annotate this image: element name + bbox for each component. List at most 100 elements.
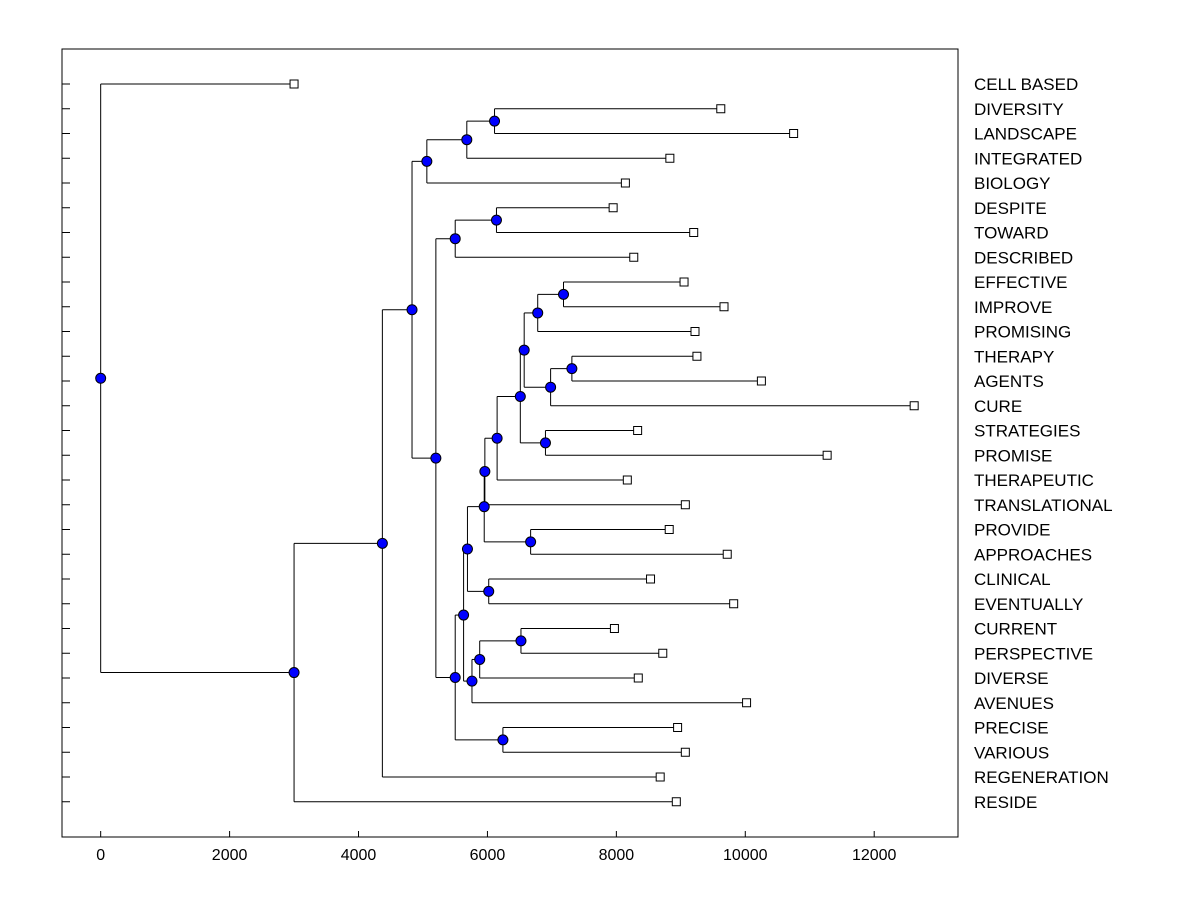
leaf-label: DESPITE (974, 199, 1047, 218)
merge-node-marker (458, 609, 470, 621)
leaf-label: PROVIDE (974, 521, 1051, 540)
merge-node-marker (461, 134, 473, 146)
leaf-label: TRANSLATIONAL (974, 496, 1113, 515)
merge-node-marker (478, 501, 490, 513)
merge-node-marker (288, 667, 300, 679)
leaf-marker (909, 401, 919, 411)
leaf-marker (622, 475, 632, 485)
leaf-marker (692, 351, 702, 361)
leaf-label: PRECISE (974, 719, 1049, 738)
merge-node-marker (376, 537, 388, 549)
leaf-label: EVENTUALLY (974, 595, 1083, 614)
leaf-marker (722, 549, 732, 559)
x-axis-tick-label: 8000 (599, 847, 635, 864)
leaf-label: AGENTS (974, 372, 1044, 391)
leaf-marker (633, 673, 643, 683)
x-axis-tick-label: 4000 (341, 847, 377, 864)
leaf-marker (658, 648, 668, 658)
leaf-label: TOWARD (974, 224, 1049, 243)
leaf-label: CLINICAL (974, 570, 1051, 589)
merge-node-marker (449, 233, 461, 245)
merge-node-marker (545, 381, 557, 393)
leaf-marker (655, 772, 665, 782)
leaf-marker (822, 450, 832, 460)
leaf-marker (756, 376, 766, 386)
leaf-marker (690, 327, 700, 336)
leaf-marker (633, 426, 643, 435)
leaf-marker (716, 104, 726, 114)
leaf-label: VARIOUS (974, 743, 1049, 762)
x-axis-tick-label: 6000 (470, 847, 506, 864)
leaf-label: BIOLOGY (974, 174, 1051, 193)
merge-node-marker (518, 344, 530, 356)
merge-node-marker (532, 307, 544, 319)
leaf-label: PROMISE (974, 446, 1052, 465)
leaf-marker (679, 277, 689, 287)
leaf-marker (719, 302, 729, 312)
leaf-label: DIVERSE (974, 669, 1049, 688)
leaf-marker (665, 153, 675, 163)
merge-node-marker (449, 671, 461, 683)
merge-node-marker (474, 653, 486, 665)
merge-node-marker (421, 155, 433, 167)
x-axis-tick-label: 10000 (723, 847, 768, 864)
leaf-marker (609, 624, 619, 633)
leaf-label: PERSPECTIVE (974, 644, 1093, 663)
leaf-label: RESIDE (974, 793, 1037, 812)
merge-node-marker (461, 543, 473, 555)
leaf-label: THERAPEUTIC (974, 471, 1094, 490)
leaf-marker (608, 203, 618, 213)
leaf-label: INTEGRATED (974, 149, 1082, 168)
leaf-label: PROMISING (974, 323, 1071, 342)
leaf-marker (680, 747, 690, 757)
leaf-label: LANDSCAPE (974, 125, 1077, 144)
leaf-label: CURE (974, 397, 1022, 416)
leaf-label: IMPROVE (974, 298, 1052, 317)
leaf-marker (673, 723, 683, 732)
leaf-marker (289, 79, 299, 89)
merge-node-marker (430, 452, 442, 464)
x-axis-tick-label: 2000 (212, 847, 248, 864)
leaf-label: APPROACHES (974, 545, 1092, 564)
x-axis-tick-label: 0 (96, 847, 105, 864)
merge-node-marker (406, 304, 418, 316)
leaf-label: DESCRIBED (974, 248, 1073, 267)
merge-node-marker (489, 115, 501, 127)
x-axis-tick-label: 12000 (852, 847, 897, 864)
merge-node-marker (466, 675, 478, 687)
leaf-label: THERAPY (974, 347, 1054, 366)
leaf-marker (646, 574, 656, 584)
merge-node-marker (95, 372, 107, 384)
merge-node-marker (490, 214, 502, 226)
merge-node-marker (479, 465, 491, 477)
leaf-marker (664, 525, 674, 534)
leaf-marker (729, 599, 739, 609)
leaf-label: DIVERSITY (974, 100, 1064, 119)
x-axis-ticks (100, 831, 875, 837)
leaf-marker (671, 797, 681, 807)
leaf-label: CURRENT (974, 620, 1057, 639)
leaf-ticks (62, 83, 70, 803)
leaf-marker (620, 178, 630, 188)
merge-node-marker (566, 363, 578, 375)
merge-node-marker (483, 585, 495, 597)
leaf-markers (289, 79, 919, 807)
leaf-label: CELL BASED (974, 75, 1078, 94)
leaf-marker (689, 228, 699, 237)
merge-node-marker (558, 288, 570, 300)
leaf-label: STRATEGIES (974, 422, 1080, 441)
merge-node-marker (514, 390, 526, 402)
leaf-labels: CELL BASED DIVERSITY LANDSCAPE INTEGRATED BI… (974, 75, 1113, 812)
merge-node-marker (497, 734, 509, 746)
merge-node-marker (525, 536, 537, 548)
leaf-marker (629, 252, 639, 262)
leaf-marker (742, 698, 752, 708)
merge-node-marker (539, 437, 551, 449)
merge-node-markers (95, 115, 578, 746)
dendrogram-branches (100, 83, 915, 803)
merge-node-marker (491, 432, 503, 444)
leaf-label: EFFECTIVE (974, 273, 1068, 292)
plot-frame (61, 48, 959, 838)
leaf-marker (789, 129, 799, 138)
